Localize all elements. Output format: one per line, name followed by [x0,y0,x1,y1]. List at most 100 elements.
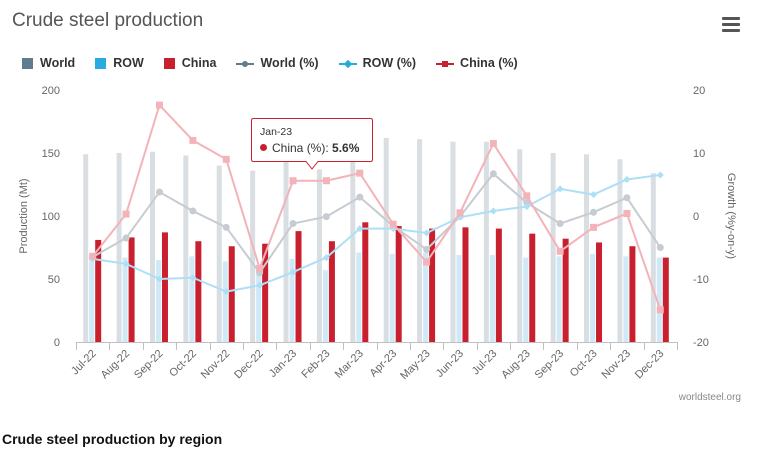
bar-world [250,170,256,342]
tooltip-series-line: China (%): 5.6% [260,141,359,155]
y2-axis-tick-label: 0 [693,211,699,223]
bar-china [596,242,603,342]
bar-world [550,153,556,342]
bar-china [195,241,202,342]
bar-world [383,137,389,342]
point-world [189,207,197,215]
point-row [423,229,431,237]
line-china [91,104,662,311]
hamburger-menu-icon[interactable] [722,17,740,33]
bar-world [216,165,222,342]
bar-world [316,169,322,342]
y-axis-tick-label: 200 [42,85,60,97]
point-row [155,275,164,283]
bar-row [423,252,429,342]
bar-row [289,258,295,342]
point-world [122,234,130,242]
point-world [656,244,664,251]
source-credit-link[interactable]: worldsteel.org [678,392,741,403]
x-axis-tick-label: Oct-22 [167,348,199,380]
bar-china [295,231,302,342]
point-row [122,260,130,268]
point-china [155,101,163,109]
y2-axis-title: Growth (%y-on-y) [725,173,737,259]
point-world [289,220,297,228]
bar-china [328,241,335,342]
legend-item-china[interactable]: China [163,56,217,70]
x-axis-tick-label: Sep-22 [132,348,166,382]
bar-world [283,159,289,342]
point-row [556,185,564,193]
chart-legend: World ROW China World (%) ROW (%) China (%) [22,54,538,72]
legend-swatch-icon [163,57,175,69]
point-world [222,223,230,231]
bar-row [256,270,262,342]
bar-row [456,255,462,342]
point-china [456,209,464,217]
x-axis-tick-label: Apr-23 [367,348,399,380]
y-axis-tick-label: 0 [54,337,60,349]
bar-china [128,237,135,342]
point-china [122,210,130,218]
bar-row [356,252,362,342]
bar-china [262,243,269,342]
bar-row [489,255,495,342]
bar-row [656,257,662,342]
legend-label: World [40,56,76,70]
x-axis-tick-label: Nov-22 [199,348,233,382]
x-axis-tick-label: Jul-23 [470,348,500,378]
bar-china [429,228,436,342]
legend-line-square-icon [436,58,455,69]
legend-item-row[interactable]: ROW (%) [338,56,416,70]
point-row [489,207,497,215]
bar-row [523,257,529,342]
x-axis-tick-label: Jul-22 [69,348,99,378]
bar-world [149,151,155,342]
point-china [556,247,564,255]
tooltip-category: Jan-23 [260,126,293,138]
bar-world [650,173,656,342]
legend-item-world[interactable]: World (%) [236,56,319,70]
point-row [589,191,598,199]
point-china [356,169,364,177]
legend-item-world[interactable]: World [22,56,75,70]
legend-label: China [181,56,217,70]
y2-axis-tick-label: -20 [693,337,709,349]
point-china [89,252,97,260]
legend-line-circle-icon [236,58,255,69]
bar-china [662,257,669,342]
point-row [189,274,197,282]
y-axis-tick-label: 150 [42,148,60,160]
tooltip-series-name: China (%) [272,141,326,155]
legend-item-row[interactable]: ROW [95,56,144,70]
bar-row [222,261,228,342]
y-axis-title: Production (Mt) [18,178,30,253]
line-world [92,172,662,274]
chart-title: Crude steel production [12,10,204,31]
point-china [423,258,431,266]
bar-china [495,228,502,342]
x-axis-tick-label: Dec-22 [232,348,266,382]
x-axis-tick-label: Nov-23 [599,348,633,382]
bar-world [517,149,523,342]
legend-line-diamond-icon [338,58,357,69]
bar-china [529,233,536,342]
bar-row [590,253,596,342]
bar-china [562,238,569,342]
x-axis-tick-label: Dec-23 [633,348,667,382]
legend-label: China (%) [460,56,518,70]
bar-china [462,227,469,342]
bar-world [617,159,623,342]
bar-row [623,256,629,342]
point-row [289,268,297,276]
legend-swatch-icon [95,57,107,69]
point-world [322,213,330,221]
bar-china [161,232,168,342]
point-world [623,194,631,202]
point-china [523,192,531,200]
bar-world [417,139,423,342]
point-row [222,288,230,296]
tooltip-value: 5.6% [332,141,360,155]
x-axis-tick-label: Feb-23 [299,348,332,381]
legend-item-china[interactable]: China (%) [436,56,518,70]
